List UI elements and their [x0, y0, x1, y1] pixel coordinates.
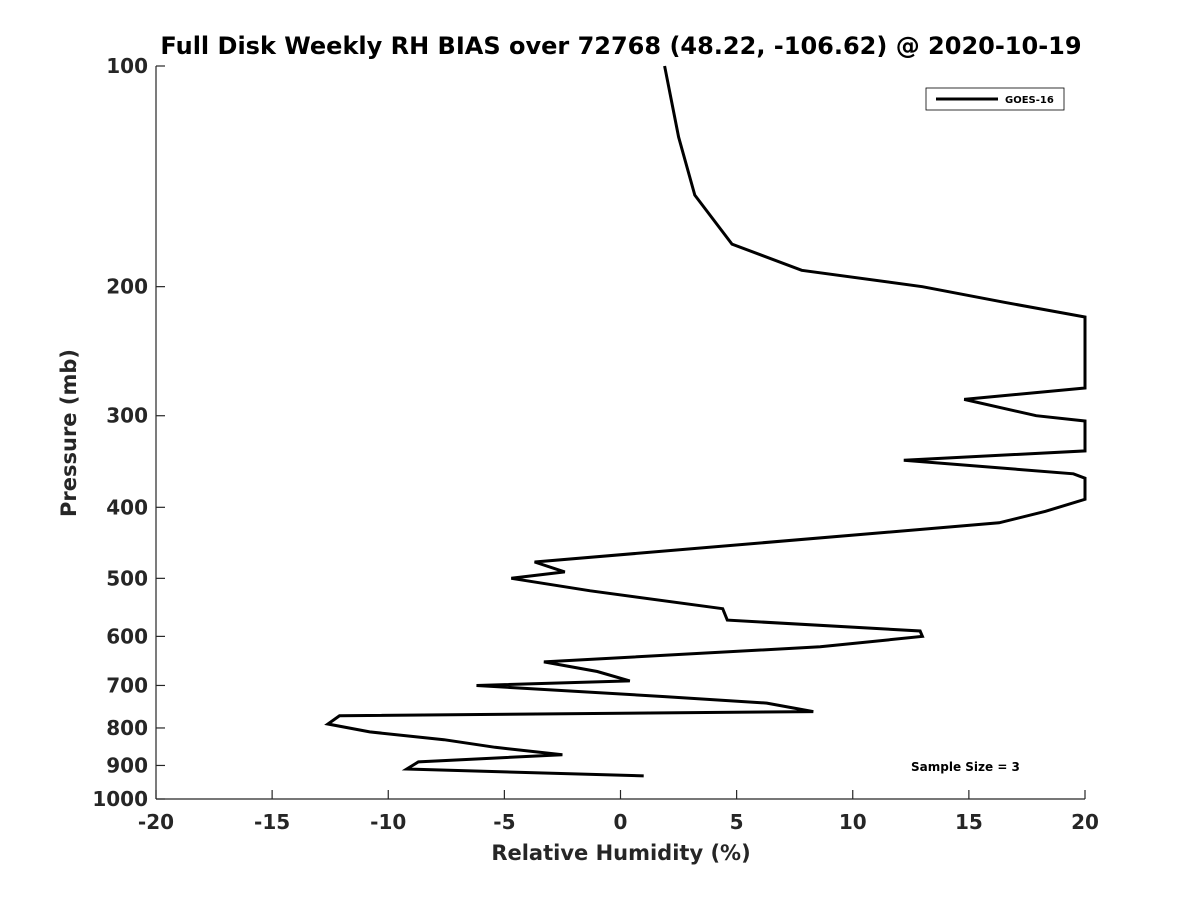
- chart-title: Full Disk Weekly RH BIAS over 72768 (48.…: [160, 32, 1081, 60]
- y-tick-label: 900: [106, 753, 148, 777]
- legend: GOES-16: [925, 87, 1065, 111]
- x-tick-label: 10: [839, 810, 867, 834]
- tick-marks: [155, 65, 1086, 800]
- y-tick-label: 100: [106, 54, 148, 78]
- series-layer: [324, 65, 1087, 778]
- series-line-goes-16: [324, 65, 1087, 778]
- y-tick-labels: 100 200 300 400 500 600 700 800 900 1000: [92, 54, 148, 811]
- y-tick-label: 500: [106, 566, 148, 590]
- y-tick-label: 1000: [92, 787, 148, 811]
- x-tick-label: 0: [614, 810, 628, 834]
- legend-entry-goes-16: GOES-16: [1005, 95, 1054, 106]
- y-tick-label: 200: [106, 275, 148, 299]
- x-tick-labels: -20 -15 -10 -5 0 5 10 15 20: [138, 810, 1099, 834]
- x-tick-label: 15: [955, 810, 983, 834]
- y-axis-label: Pressure (mb): [57, 349, 81, 517]
- y-tick-label: 300: [106, 404, 148, 428]
- x-tick-label: -20: [138, 810, 174, 834]
- y-tick-label: 600: [106, 624, 148, 648]
- x-tick-label: -15: [254, 810, 290, 834]
- y-tick-label: 400: [106, 495, 148, 519]
- y-tick-label: 800: [106, 716, 148, 740]
- x-tick-label: 5: [730, 810, 744, 834]
- x-tick-label: -5: [493, 810, 515, 834]
- x-tick-label: -10: [370, 810, 406, 834]
- sample-size-annotation: Sample Size = 3: [911, 760, 1020, 774]
- x-tick-label: 20: [1071, 810, 1099, 834]
- x-axis-label: Relative Humidity (%): [491, 841, 750, 865]
- y-tick-label: 700: [106, 673, 148, 697]
